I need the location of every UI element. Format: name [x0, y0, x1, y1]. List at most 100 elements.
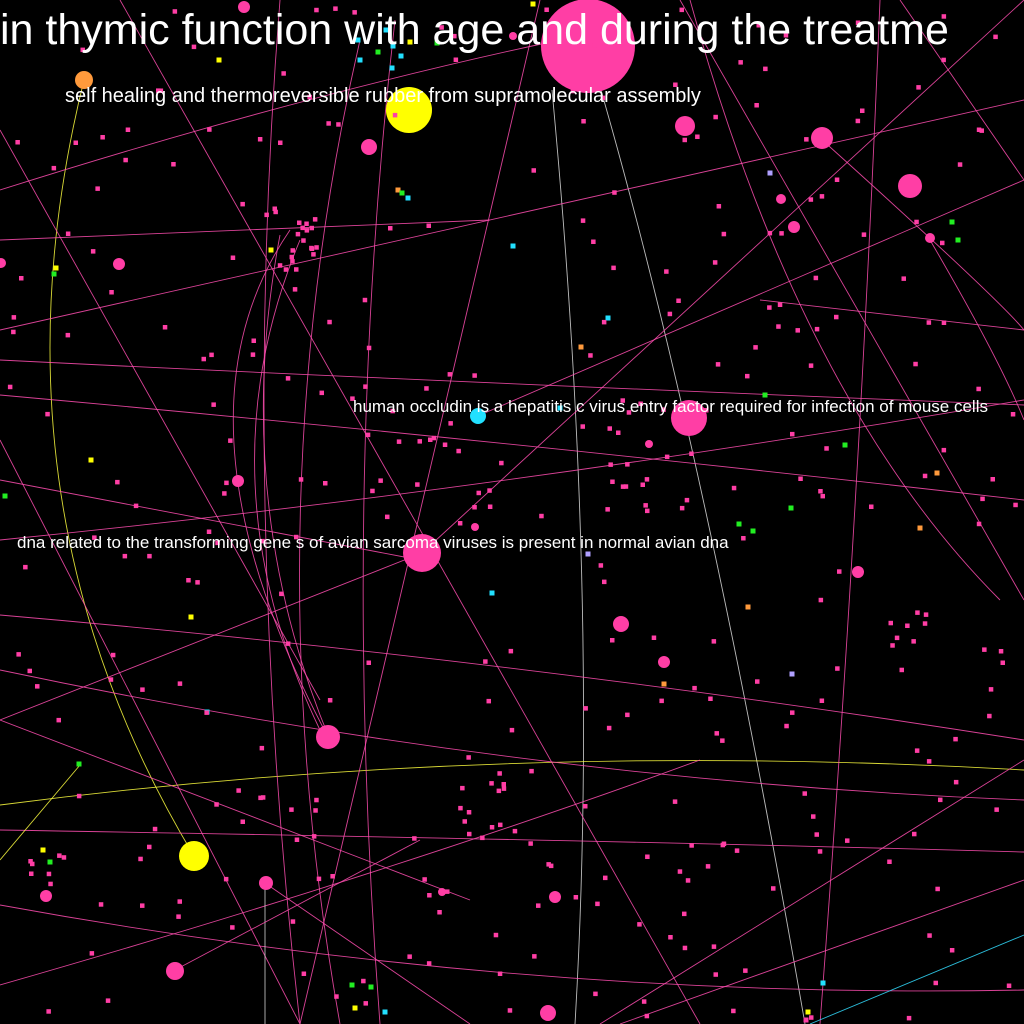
graph-node [240, 819, 245, 824]
graph-node [230, 255, 236, 260]
graph-node [913, 361, 918, 367]
graph-node [588, 353, 593, 358]
graph-node [216, 57, 222, 63]
graph-node [607, 426, 612, 431]
graph-node [90, 249, 96, 254]
graph-edge [0, 394, 1024, 501]
graph-node [51, 271, 57, 277]
graph-node [487, 504, 493, 509]
graph-node [676, 298, 681, 303]
graph-edge [264, 882, 471, 1024]
graph-node [352, 1005, 358, 1011]
graph-node [544, 7, 549, 12]
graph-node [536, 903, 541, 908]
graph-node [682, 945, 688, 951]
graph-node [466, 810, 472, 815]
graph-node [61, 855, 67, 860]
graph-node [583, 804, 588, 809]
graph-node [405, 195, 411, 201]
graph-edge [819, 137, 1024, 331]
graph-node [65, 231, 71, 236]
graph-node [278, 140, 283, 145]
graph-node [147, 844, 152, 850]
graph-node [289, 254, 294, 260]
graph-node [76, 761, 82, 767]
graph-node [926, 320, 932, 325]
graph-node [541, 0, 635, 93]
graph-node [677, 869, 683, 874]
graph-node [259, 876, 273, 890]
graph-node [784, 723, 789, 729]
graph-node [1010, 412, 1016, 417]
graph-node [366, 660, 371, 665]
graph-node [637, 922, 642, 927]
graph-node [260, 795, 266, 800]
graph-node [509, 32, 517, 40]
graph-node [65, 332, 71, 338]
graph-node [191, 44, 197, 50]
graph-node [626, 410, 632, 415]
graph-node [177, 899, 182, 904]
graph-node [51, 165, 57, 171]
graph-node [110, 652, 116, 658]
graph-node [330, 874, 335, 879]
graph-node [610, 638, 615, 643]
graph-node [236, 788, 241, 793]
graph-node [602, 579, 607, 585]
graph-node [734, 848, 740, 853]
graph-node [914, 219, 919, 225]
graph-node [268, 247, 274, 253]
graph-node [105, 998, 111, 1003]
graph-node [452, 33, 457, 39]
graph-node [855, 20, 861, 25]
graph-node [73, 140, 78, 145]
graph-node [941, 57, 946, 63]
graph-node [498, 822, 503, 828]
graph-node [689, 451, 694, 456]
graph-node [53, 265, 59, 271]
graph-edge [262, 234, 331, 741]
graph-node [179, 841, 209, 871]
graph-node [993, 34, 998, 40]
graph-node [501, 786, 507, 791]
graph-node [585, 551, 591, 557]
graph-node [605, 507, 610, 512]
graph-edge [929, 239, 1024, 421]
graph-edge [0, 439, 301, 1024]
graph-node [507, 1008, 513, 1013]
graph-node [755, 679, 760, 684]
graph-node [28, 859, 33, 864]
graph-node [762, 392, 768, 398]
graph-node [608, 462, 613, 467]
graph-node [422, 877, 427, 882]
graph-node [228, 438, 233, 443]
graph-edge [619, 879, 1024, 1024]
graph-node [616, 430, 621, 435]
graph-node [745, 373, 750, 379]
graph-edge [254, 239, 321, 731]
graph-node [46, 871, 52, 877]
graph-node [788, 505, 794, 511]
graph-node [692, 420, 697, 425]
graph-node [188, 614, 194, 620]
graph-node [818, 489, 823, 494]
graph-node [890, 643, 895, 648]
graph-node [777, 302, 783, 307]
graph-node [389, 65, 395, 71]
graph-node [312, 217, 318, 222]
graph-node [887, 859, 892, 864]
graph-node [224, 480, 229, 486]
graph-node [714, 731, 719, 736]
graph-node [598, 563, 604, 568]
graph-node [285, 641, 291, 646]
graph-node [605, 315, 611, 321]
graph-edge [263, 0, 301, 1024]
graph-node [664, 454, 670, 460]
graph-node [530, 1, 536, 7]
node-label-self-healing-rubber: self healing and thermoreversible rubber… [65, 85, 701, 107]
graph-node [953, 736, 958, 742]
graph-node [300, 225, 305, 231]
graph-edge [759, 299, 1024, 331]
graph-node [368, 984, 374, 990]
graph-node [383, 27, 389, 33]
